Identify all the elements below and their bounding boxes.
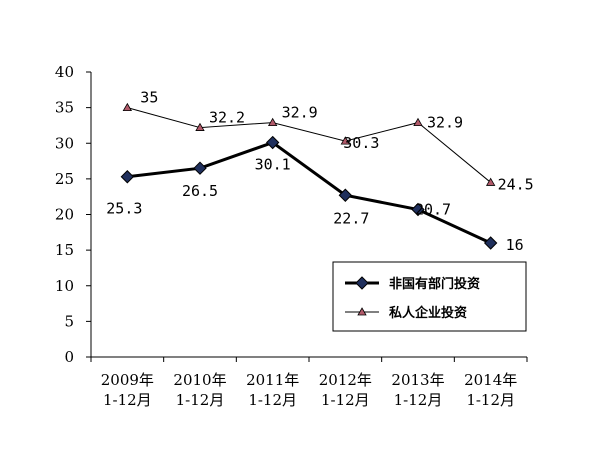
y-tick-label: 35 [55, 99, 74, 117]
data-point-series-1 [338, 188, 353, 202]
data-label-series-2: 32.9 [282, 104, 318, 122]
data-label-series-1: 20.7 [415, 201, 451, 219]
legend-label-series-1: 非国有部门投资 [389, 276, 480, 292]
data-point-series-2 [267, 117, 278, 126]
x-tick-label: 1-12月 [394, 391, 443, 409]
x-tick-label: 2014年 [464, 371, 517, 389]
x-tick-label: 1-12月 [103, 391, 152, 409]
y-tick-label: 20 [55, 206, 74, 224]
data-label-series-1: 26.5 [182, 182, 218, 200]
data-label-series-2: 24.5 [498, 175, 534, 193]
axes: 0 5 10 15 20 25 30 35 40 2009年 1-12月 2010年 1-12月 2011… [55, 63, 528, 409]
data-point-series-1 [411, 202, 425, 217]
data-point-series-1 [193, 161, 207, 175]
data-label-series-1: 22.7 [333, 209, 369, 227]
y-tick-label: 25 [55, 170, 74, 188]
y-tick-label: 0 [64, 348, 74, 366]
series-layer [120, 102, 498, 250]
y-tick-label: 10 [55, 277, 74, 295]
data-point-series-1 [265, 135, 280, 150]
legend: 非国有部门投资 私人企业投资 [332, 261, 527, 332]
x-tick-label: 2011年 [246, 371, 299, 389]
data-point-series-2 [122, 102, 133, 112]
data-point-series-1 [483, 236, 498, 250]
data-label-series-2: 30.3 [343, 134, 379, 152]
legend-label-series-2: 私人企业投资 [389, 305, 467, 321]
series-line-1 [127, 140, 492, 245]
data-point-series-2 [485, 177, 496, 186]
y-tick-label: 5 [64, 312, 74, 330]
legend-box [332, 261, 527, 332]
x-tick-label: 1-12月 [248, 391, 297, 409]
data-label-series-2: 35 [140, 89, 158, 107]
data-label-series-1: 16 [506, 236, 524, 254]
legend-marker-series-1 [355, 276, 369, 290]
y-tick-label: 15 [55, 241, 74, 259]
legend-marker-series-2 [357, 307, 367, 316]
data-point-series-1 [120, 170, 135, 184]
data-label-series-2: 32.2 [209, 109, 245, 127]
data-point-series-2 [195, 122, 205, 131]
y-tick-label: 30 [55, 134, 74, 152]
data-point-series-2 [340, 136, 351, 145]
x-tick-label: 2013年 [391, 371, 444, 389]
x-tick-label: 1-12月 [466, 391, 515, 409]
data-label-series-1: 25.3 [106, 200, 142, 218]
data-label-series-1: 30.1 [255, 156, 291, 174]
x-tick-label: 2010年 [173, 371, 226, 389]
x-tick-label: 1-12月 [321, 391, 370, 409]
data-point-series-2 [413, 117, 423, 126]
data-labels: 25.3 26.5 30.1 22.7 20.7 16 35 32.2 32.9 30.3 32.9… [106, 89, 533, 254]
data-label-series-2: 32.9 [427, 114, 463, 132]
y-tick-label: 40 [55, 63, 74, 81]
x-tick-label: 1-12月 [176, 391, 225, 409]
x-tick-label: 2012年 [319, 371, 372, 389]
x-tick-label: 2009年 [101, 371, 154, 389]
series-line-2 [127, 107, 491, 183]
